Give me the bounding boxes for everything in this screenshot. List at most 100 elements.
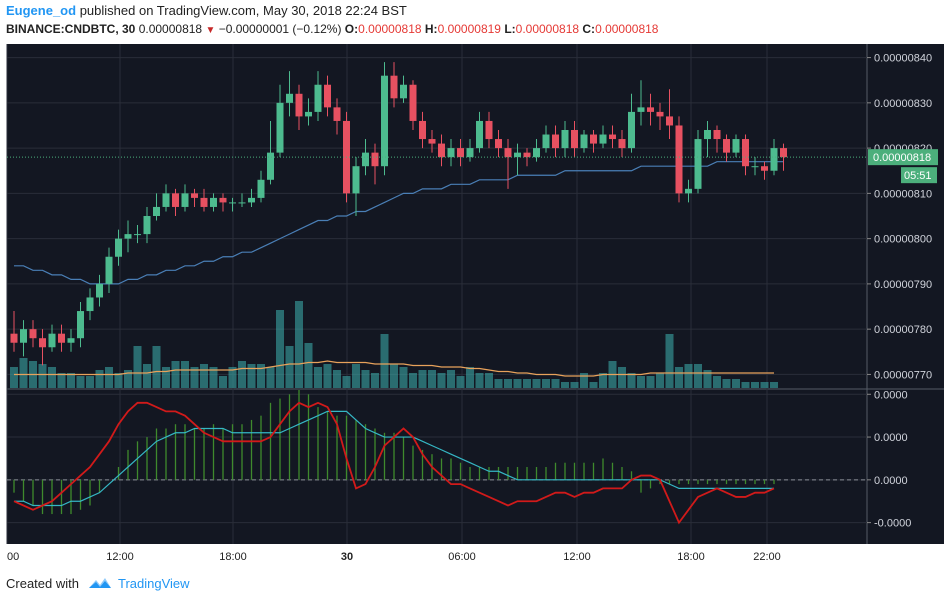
candle-body — [609, 134, 616, 140]
volume-bar — [437, 373, 446, 388]
candle-body — [324, 84, 331, 108]
volume-bar — [637, 376, 645, 388]
volume-bar — [276, 310, 284, 388]
volume-bar — [713, 376, 721, 388]
low-value: 0.00000818 — [515, 22, 580, 36]
plot-area — [7, 44, 867, 544]
volume-bar — [266, 367, 275, 388]
candle-body — [751, 166, 759, 168]
ma-line — [14, 161, 784, 285]
osc-y-tick-label: 0.0000 — [874, 432, 908, 444]
volume-bar — [627, 373, 636, 388]
volume-bar — [304, 343, 313, 388]
volume-bar — [247, 364, 256, 388]
chart-header: Eugene_od published on TradingView.com, … — [0, 0, 944, 44]
volume-bar — [599, 373, 607, 388]
candle-body — [647, 107, 654, 112]
candle-body — [67, 338, 75, 343]
candle-body — [561, 130, 569, 149]
candle-body — [143, 216, 151, 235]
candle-body — [723, 139, 730, 153]
created-with-label: Created with — [6, 576, 79, 591]
volume-bar — [684, 364, 693, 388]
volume-bar — [390, 364, 398, 388]
volume-bar — [124, 370, 132, 388]
candle-body — [10, 333, 18, 343]
x-tick-label: 30 — [341, 551, 353, 563]
last-price-tag — [868, 149, 938, 166]
volume-bar — [219, 376, 227, 388]
volume-bar — [361, 370, 370, 388]
candle-body — [267, 152, 274, 180]
symbol-label[interactable]: BINANCE:CNDBTC, 30 — [6, 22, 136, 36]
oscillator-line — [13, 401, 775, 525]
price-axis[interactable]: 0.00000770 0.00000780 0.00000790 0.00000800… — [867, 53, 938, 530]
candle-body — [694, 139, 702, 189]
volume-bar — [399, 367, 408, 388]
candle-body — [599, 134, 607, 144]
candle-body — [210, 197, 217, 207]
x-tick-label: 22:00 — [753, 551, 781, 563]
candle-body — [704, 130, 711, 140]
candle-body — [276, 102, 284, 153]
y-tick-label: 0.00000830 — [874, 98, 932, 110]
candle-body — [238, 202, 246, 204]
candle-body — [381, 75, 388, 167]
volume-bar — [181, 361, 189, 388]
candle-body — [637, 107, 645, 112]
time-axis[interactable]: 00 12:00 18:00 30 06:00 12:00 18:00 22:00 — [0, 544, 944, 566]
candle-body — [476, 120, 483, 149]
volume-bar — [428, 370, 436, 388]
volume-bar — [190, 367, 199, 388]
volume-bar — [162, 367, 170, 388]
candle-body — [286, 93, 293, 103]
volume-bar — [95, 370, 104, 388]
volume-bar — [152, 346, 161, 388]
volume-bar — [19, 358, 28, 388]
volume-bar — [209, 367, 218, 388]
volume-bar — [171, 361, 180, 388]
volume-bar — [551, 379, 560, 388]
candle-body — [191, 193, 198, 198]
y-tick-label: 0.00000810 — [874, 188, 932, 200]
volume-bar — [770, 382, 778, 388]
volume-bar — [257, 364, 265, 388]
price-chart[interactable]: 0.00000770 0.00000780 0.00000790 0.00000800… — [0, 44, 944, 566]
candle-body — [666, 116, 673, 126]
y-tick-label: 0.00000790 — [874, 279, 932, 291]
axis-area — [867, 44, 944, 544]
volume-bar — [504, 379, 512, 388]
author-link[interactable]: Eugene_od — [6, 3, 77, 18]
candle-body — [466, 148, 474, 158]
open-value: 0.00000818 — [358, 22, 422, 36]
candle-body — [124, 234, 132, 239]
high-value: 0.00000819 — [437, 22, 501, 36]
candle-body — [419, 120, 426, 140]
candle-body — [96, 283, 103, 298]
volume-bar — [323, 364, 332, 388]
candle-body — [333, 107, 341, 121]
open-label: O: — [344, 22, 359, 36]
volume-bar — [732, 379, 740, 388]
candle-body — [580, 134, 588, 149]
candle-body — [115, 238, 122, 257]
volume-bar — [352, 364, 360, 388]
candle-body — [761, 166, 768, 171]
volume-bars — [10, 301, 778, 388]
volume-bar — [513, 379, 522, 388]
tradingview-logo-icon[interactable] — [88, 575, 112, 591]
low-label: L: — [504, 22, 516, 36]
candle-body — [390, 75, 398, 99]
osc-y-tick-label: -0.0000 — [874, 518, 911, 530]
volume-bar — [741, 382, 750, 388]
candle-body — [39, 338, 46, 348]
y-tick-label: 0.00000840 — [874, 53, 932, 65]
volume-bar — [38, 364, 47, 388]
volume-bar — [580, 373, 588, 388]
candle-body — [552, 134, 559, 149]
candle-body — [713, 130, 721, 140]
volume-bar — [542, 379, 550, 388]
candle-body — [172, 193, 179, 207]
volume-bar — [494, 379, 503, 388]
tradingview-brand-link[interactable]: TradingView — [118, 576, 190, 591]
